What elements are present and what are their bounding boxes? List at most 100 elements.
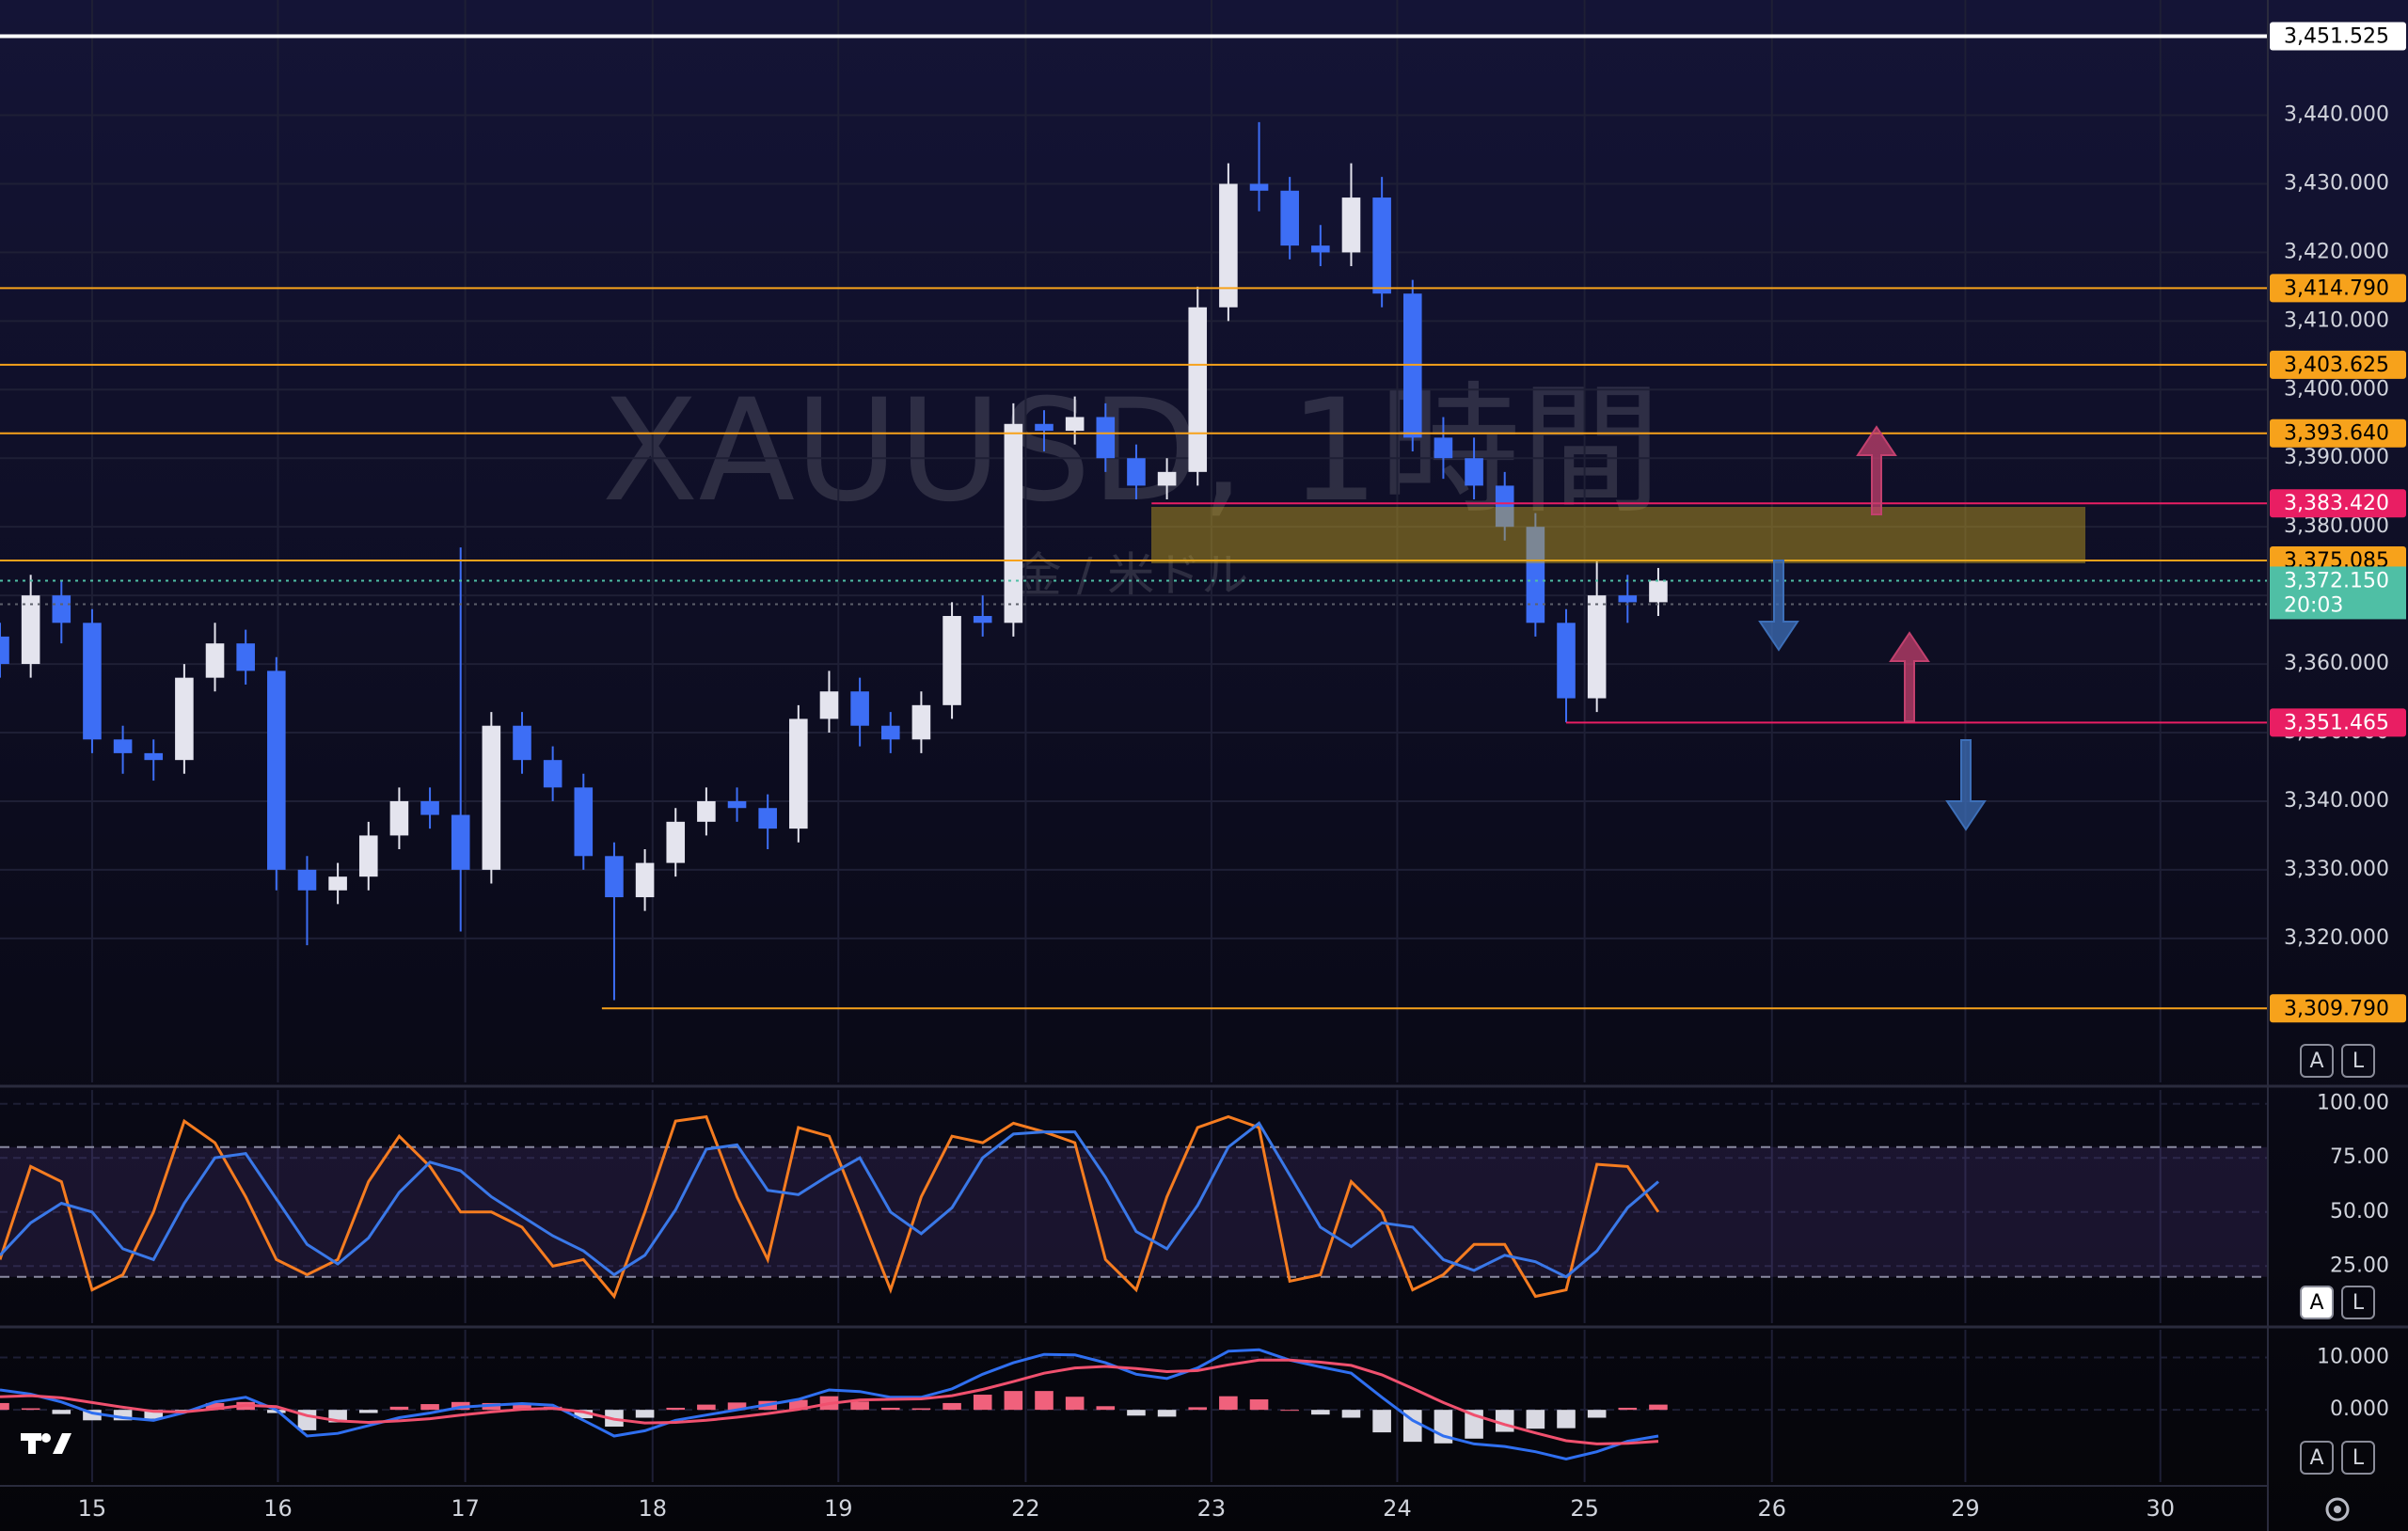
candle-body xyxy=(451,814,470,870)
logo xyxy=(21,1433,71,1454)
candle-body xyxy=(635,862,655,898)
x-tick-label: 25 xyxy=(1570,1495,1599,1522)
x-tick-label: 15 xyxy=(78,1495,107,1522)
candle-body xyxy=(574,787,594,857)
histogram-bar xyxy=(1004,1391,1023,1411)
candle-body xyxy=(789,718,808,829)
candle-body xyxy=(605,856,624,898)
scale-button[interactable] xyxy=(2300,1044,2334,1078)
scale-button-label: L xyxy=(2353,1446,2365,1470)
level-label-bg xyxy=(2270,418,2406,448)
candle-body xyxy=(819,691,839,719)
candle-body xyxy=(1127,458,1146,486)
y-tick-label: 25.00 xyxy=(2330,1254,2389,1277)
candle-body xyxy=(420,800,439,815)
candle-body xyxy=(1249,183,1269,191)
scale-button[interactable] xyxy=(2341,1441,2375,1475)
x-tick-label: 30 xyxy=(2146,1495,2175,1522)
histogram-bar xyxy=(666,1407,686,1411)
level-label-bg xyxy=(2270,708,2406,737)
candle-body xyxy=(880,725,900,740)
candle-body xyxy=(1372,197,1391,294)
histogram-bar xyxy=(1096,1406,1116,1411)
y-tick-label: 3,430.000 xyxy=(2284,171,2389,195)
histogram-bar xyxy=(83,1410,102,1421)
indicator-line xyxy=(0,1114,1660,1300)
candle-body xyxy=(943,616,961,705)
level-label: 3,383.420 xyxy=(2284,492,2389,515)
candle-body xyxy=(21,595,40,665)
band-fill xyxy=(0,1146,2268,1277)
indicator-line xyxy=(0,1358,1659,1445)
indicator-line xyxy=(0,1348,1659,1461)
indicator-line xyxy=(0,1121,1659,1279)
candle-body xyxy=(1280,190,1299,246)
annotation-arrow xyxy=(1856,425,1897,515)
settings-icon[interactable] xyxy=(2325,1497,2350,1522)
candle-body xyxy=(1557,623,1576,699)
x-tick-label: 23 xyxy=(1197,1495,1227,1522)
x-tick-label: 24 xyxy=(1383,1495,1412,1522)
scale-button[interactable] xyxy=(2300,1441,2334,1475)
level-label-bg xyxy=(2270,489,2406,518)
histogram-bar xyxy=(1127,1410,1146,1416)
histogram-bar xyxy=(574,1410,594,1419)
candle-body xyxy=(697,800,716,822)
histogram-bar xyxy=(1249,1399,1269,1411)
y-tick-label: 75.00 xyxy=(2330,1145,2389,1169)
histogram-bar xyxy=(1618,1407,1638,1411)
histogram-bar xyxy=(880,1407,900,1411)
histogram-bar xyxy=(1188,1407,1208,1411)
candle-body xyxy=(543,760,562,788)
histogram-bar xyxy=(1495,1410,1514,1432)
scale-button[interactable] xyxy=(2300,1286,2334,1319)
watermark-sub: 金 / 米ドル xyxy=(1015,548,1249,603)
candle-body xyxy=(328,876,347,891)
level-label-bg xyxy=(2270,994,2406,1023)
scale-button[interactable] xyxy=(2341,1044,2375,1078)
histogram-bar xyxy=(358,1410,378,1413)
candle-body xyxy=(267,671,286,870)
candle-body xyxy=(758,808,777,829)
y-tick-label: 10.000 xyxy=(2317,1346,2389,1369)
candle-body xyxy=(973,616,992,623)
candle-body xyxy=(1065,417,1085,432)
histogram-bar xyxy=(1557,1410,1576,1428)
annotation-arrow xyxy=(1945,739,1987,831)
y-tick-label: 3,440.000 xyxy=(2284,103,2389,127)
scale-button-label: A xyxy=(2309,1050,2323,1073)
histogram-bar xyxy=(1280,1410,1299,1412)
candle-body xyxy=(727,800,747,809)
y-tick-label: 3,410.000 xyxy=(2284,308,2389,332)
candle-body xyxy=(850,691,869,726)
y-tick-label: 3,400.000 xyxy=(2284,377,2389,401)
histogram-bar xyxy=(697,1404,716,1411)
countdown-label: 20:03 xyxy=(2284,593,2343,617)
histogram-bar xyxy=(943,1402,961,1411)
histogram-bar xyxy=(1157,1410,1177,1417)
level-label: 3,403.625 xyxy=(2284,354,2389,377)
candle-body xyxy=(1035,423,1054,432)
candle-body xyxy=(389,800,409,836)
candle-body xyxy=(1341,197,1361,253)
candle-body xyxy=(911,704,931,740)
annotation-arrow xyxy=(1889,631,1930,722)
y-tick-label: 100.00 xyxy=(2317,1092,2389,1115)
annotation-arrow xyxy=(1758,560,1799,652)
candle-body xyxy=(236,643,255,671)
x-tick-label: 16 xyxy=(263,1495,293,1522)
candle-body xyxy=(1618,595,1638,603)
candle-body xyxy=(113,739,133,753)
level-label-bg xyxy=(2270,274,2406,303)
candle-body xyxy=(513,725,531,761)
candle-body xyxy=(1096,417,1116,459)
candle-body xyxy=(144,752,164,761)
last-price-label: 3,372.150 xyxy=(2284,569,2389,592)
scale-button-label: L xyxy=(2353,1050,2365,1073)
x-tick-label: 17 xyxy=(451,1495,480,1522)
scale-button[interactable] xyxy=(2341,1286,2375,1319)
candle-body xyxy=(297,869,317,891)
histogram-bar xyxy=(113,1410,133,1421)
level-label-bg xyxy=(2270,350,2406,379)
watermark: XAUUSD, 1時間 xyxy=(602,370,1661,533)
